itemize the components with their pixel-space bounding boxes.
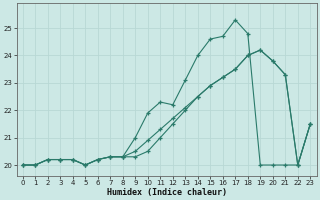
X-axis label: Humidex (Indice chaleur): Humidex (Indice chaleur) — [107, 188, 227, 197]
